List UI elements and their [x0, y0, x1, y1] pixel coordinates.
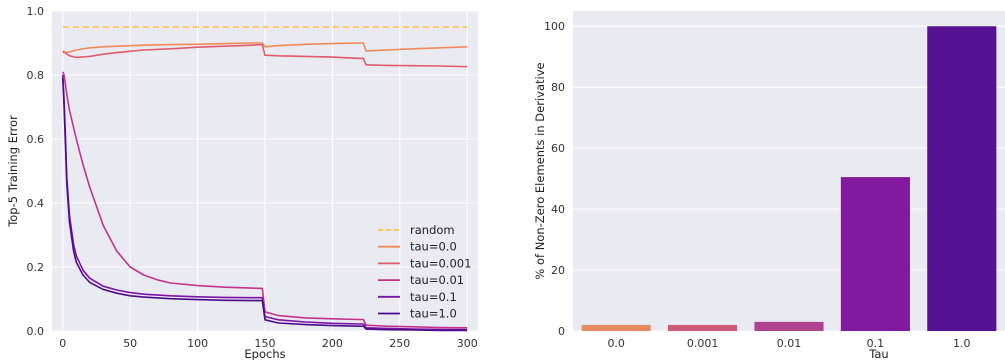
x-tick-label: 1.0 — [953, 337, 971, 350]
grid — [52, 10, 478, 332]
x-tick-labels: 0 50 100 150 200 250 300 — [59, 337, 477, 350]
series-line-tau=0.01 — [62, 71, 468, 329]
y-tick-label: 60 — [551, 142, 565, 155]
x-axis-label: Tau — [868, 347, 888, 360]
line-chart-error: 0.0 0.2 0.4 0.6 0.8 1.0 0 50 100 150 200 250 300 Ep… — [6, 5, 478, 360]
legend: random tau=0.0 tau=0.001 tau=0.01 tau=0.1 tau… — [378, 223, 471, 321]
x-tick-labels: 0.0 0.001 0.01 0.1 1.0 — [607, 337, 970, 350]
y-tick-label: 80 — [551, 81, 565, 94]
y-tick-label: 20 — [551, 264, 565, 277]
series-line-tau=0.001 — [62, 43, 468, 68]
legend-label: tau=1.0 — [410, 307, 457, 321]
x-tick-label: 0.01 — [777, 337, 802, 350]
x-tick-label: 0 — [59, 337, 66, 350]
series-line-tau=1.0 — [62, 78, 468, 332]
x-tick-label: 0.1 — [867, 337, 885, 350]
y-tick-label: 0.8 — [27, 69, 45, 82]
x-tick-label: 150 — [255, 337, 276, 350]
legend-label: random — [410, 223, 455, 237]
x-tick-label: 100 — [187, 337, 208, 350]
x-axis-label: Epochs — [244, 347, 285, 360]
y-tick-label: 100 — [544, 20, 565, 33]
series-line-tau=0.1 — [62, 74, 468, 331]
bar-0.001 — [668, 324, 738, 331]
bar-0.1 — [840, 177, 910, 331]
y-tick-label: 1.0 — [27, 5, 45, 18]
bar-0.0 — [581, 324, 651, 331]
bar-1.0 — [927, 26, 997, 331]
bar-0.01 — [754, 321, 824, 331]
y-tick-label: 0.6 — [27, 133, 45, 146]
x-tick-label: 300 — [457, 337, 478, 350]
x-tick-label: 250 — [389, 337, 410, 350]
x-tick-label: 0.001 — [687, 337, 719, 350]
y-axis-label: % of Non-Zero Elements in Derivative — [533, 62, 547, 279]
y-tick-labels: 0 20 40 60 80 100 — [544, 20, 565, 338]
x-tick-label: 200 — [322, 337, 343, 350]
y-tick-label: 0.0 — [27, 325, 45, 338]
y-tick-labels: 0.0 0.2 0.4 0.6 0.8 1.0 — [27, 5, 45, 338]
y-tick-label: 0.2 — [27, 261, 45, 274]
legend-label: tau=0.0 — [410, 240, 457, 254]
y-tick-label: 0 — [558, 325, 565, 338]
series-line-tau=0.0 — [62, 42, 468, 54]
x-tick-label: 0.0 — [607, 337, 625, 350]
y-axis-label: Top-5 Training Error — [6, 115, 20, 228]
bar-chart-sparsity: 0 20 40 60 80 100 0.0 0.001 0.01 0.1 1.0 Tau % of… — [533, 11, 1005, 360]
legend-label: tau=0.01 — [410, 273, 464, 287]
series-lines — [62, 26, 468, 332]
bars — [581, 26, 997, 331]
y-tick-label: 40 — [551, 203, 565, 216]
legend-label: tau=0.1 — [410, 290, 457, 304]
y-tick-label: 0.4 — [27, 197, 45, 210]
x-tick-label: 50 — [123, 337, 137, 350]
legend-label: tau=0.001 — [410, 256, 471, 270]
